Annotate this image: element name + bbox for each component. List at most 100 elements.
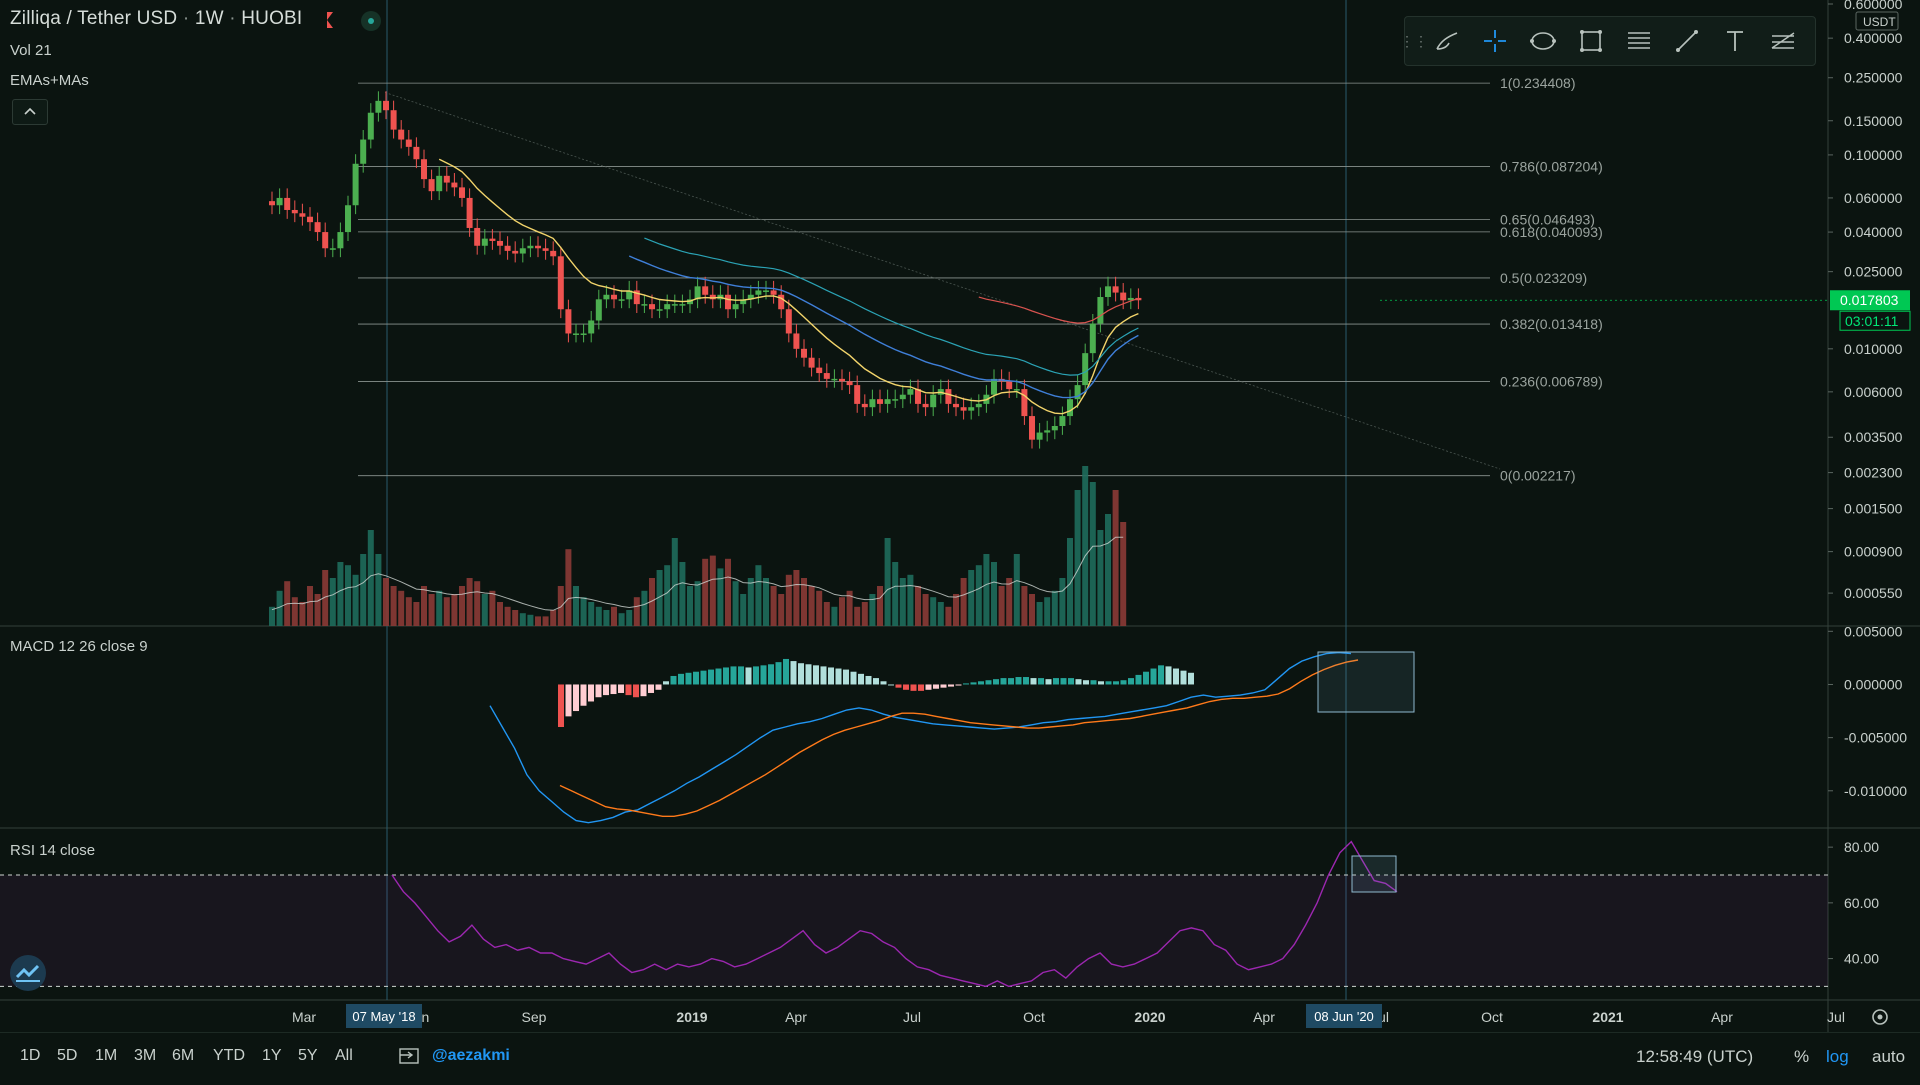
macd-histogram-bar — [738, 666, 744, 685]
volume-bar — [740, 594, 747, 626]
candle-body — [535, 245, 541, 249]
fib-lines-icon[interactable] — [1615, 17, 1663, 65]
candle-body — [527, 245, 534, 249]
settings-gear-icon[interactable] — [1872, 1009, 1888, 1025]
macd-histogram-bar — [1098, 681, 1104, 685]
timeframe-1d[interactable]: 1D — [20, 1047, 41, 1064]
path-icon[interactable] — [1759, 17, 1807, 65]
timeframe-3m[interactable]: 3M — [134, 1047, 157, 1064]
exchange-label: HUOBI — [241, 8, 303, 29]
text-icon[interactable] — [1711, 17, 1759, 65]
candle-body — [702, 286, 709, 295]
volume-bar — [953, 594, 959, 626]
timeframe-6m[interactable]: 6M — [172, 1047, 195, 1064]
auto-scale-toggle[interactable]: auto — [1872, 1047, 1906, 1066]
volume-bar — [687, 586, 693, 626]
candle-body — [1036, 432, 1043, 440]
symbol-name[interactable]: Zilliqa / Tether USD — [10, 8, 178, 29]
macd-histogram-bar — [685, 672, 692, 685]
macd-axis-label: -0.010000 — [1844, 783, 1907, 799]
drag-handle-icon[interactable]: ⋮⋮ — [1400, 32, 1428, 49]
macd-histogram-bar — [595, 684, 602, 698]
macd-legend[interactable]: MACD 12 26 close 9 — [10, 638, 148, 655]
volume-bar — [823, 602, 830, 626]
author-link[interactable]: @aezakmi — [432, 1047, 510, 1064]
candle-body — [405, 139, 412, 147]
candle-body — [519, 248, 526, 254]
volume-bar — [413, 602, 420, 626]
volume-bar — [694, 581, 701, 626]
candle-body — [1074, 385, 1081, 400]
timeframe-ytd[interactable]: YTD — [213, 1047, 245, 1064]
percent-scale-toggle[interactable]: % — [1794, 1047, 1810, 1066]
candle-body — [398, 129, 405, 140]
time-highlight-right-label: 08 Jun '20 — [1314, 1009, 1374, 1024]
candle-body — [854, 385, 861, 404]
candle-body — [436, 175, 443, 192]
timeframe-1y[interactable]: 1Y — [262, 1047, 282, 1064]
volume-bar — [641, 590, 648, 626]
candle-body — [1105, 286, 1111, 298]
tradingview-logo-icon[interactable] — [10, 955, 46, 991]
macd-histogram-bar — [1180, 670, 1187, 685]
candle-body — [892, 399, 899, 401]
log-scale-toggle[interactable]: log — [1826, 1047, 1849, 1066]
price-axis-label: 0.001500 — [1844, 501, 1903, 517]
volume-bar — [892, 562, 899, 626]
compare-layout-icon[interactable] — [398, 1046, 420, 1066]
candle-body — [390, 110, 397, 130]
rectangle-icon[interactable] — [1567, 17, 1615, 65]
brush-icon[interactable] — [1423, 17, 1471, 65]
interval-label[interactable]: 1W — [194, 8, 224, 29]
candle-body — [1082, 353, 1089, 386]
rsi-legend[interactable]: RSI 14 close — [10, 842, 96, 859]
macd-histogram-bar — [768, 664, 774, 685]
volume-bar — [443, 597, 450, 626]
candle-body — [474, 227, 481, 246]
volume-bar — [360, 554, 367, 626]
candle-body — [618, 299, 625, 301]
candle-body — [793, 333, 800, 349]
timeframe-5y[interactable]: 5Y — [298, 1047, 318, 1064]
candle-body — [1097, 297, 1104, 324]
macd-histogram-bar — [850, 671, 857, 685]
crosshair-icon[interactable] — [1471, 17, 1519, 65]
volume-bar — [1105, 514, 1111, 626]
candle-body — [839, 378, 845, 382]
volume-bar — [459, 586, 465, 626]
volume-bar — [542, 616, 549, 626]
volume-bar — [314, 594, 321, 626]
macd-histogram-bar — [1053, 678, 1059, 685]
volume-legend[interactable]: Vol 21 — [10, 42, 52, 59]
candle-body — [573, 333, 579, 335]
macd-histogram-bar — [970, 682, 977, 685]
volume-bar — [664, 565, 671, 626]
timeframe-5d[interactable]: 5D — [57, 1047, 78, 1064]
utc-clock[interactable]: 12:58:49 (UTC) — [1636, 1047, 1754, 1066]
ellipse-icon[interactable] — [1519, 17, 1567, 65]
rsi-axis-label: 40.00 — [1844, 951, 1879, 967]
timeframe-all[interactable]: All — [335, 1047, 353, 1064]
settings-gear-icon[interactable] — [1877, 1014, 1883, 1020]
candle-body — [626, 290, 633, 300]
candle-body — [975, 403, 982, 408]
volume-bar — [785, 574, 792, 626]
candle-body — [466, 197, 473, 228]
volume-bar — [580, 597, 587, 626]
volume-bar — [915, 586, 921, 626]
macd-histogram-bar — [835, 668, 842, 685]
symbol-title[interactable]: Zilliqa / Tether USD · 1W · HUOBI — [10, 8, 302, 30]
volume-bar — [367, 530, 374, 626]
trend-line-icon[interactable] — [1663, 17, 1711, 65]
ma-legend[interactable]: EMAs+MAs — [10, 72, 89, 89]
volume-bar — [907, 574, 914, 626]
volume-bar — [755, 565, 762, 626]
flag-icon[interactable] — [327, 12, 333, 28]
volume-bar — [861, 602, 868, 626]
candle-body — [421, 159, 427, 180]
timeframe-1m[interactable]: 1M — [95, 1047, 118, 1064]
collapse-legend-button[interactable] — [12, 99, 48, 125]
volume-bar — [1036, 602, 1043, 626]
